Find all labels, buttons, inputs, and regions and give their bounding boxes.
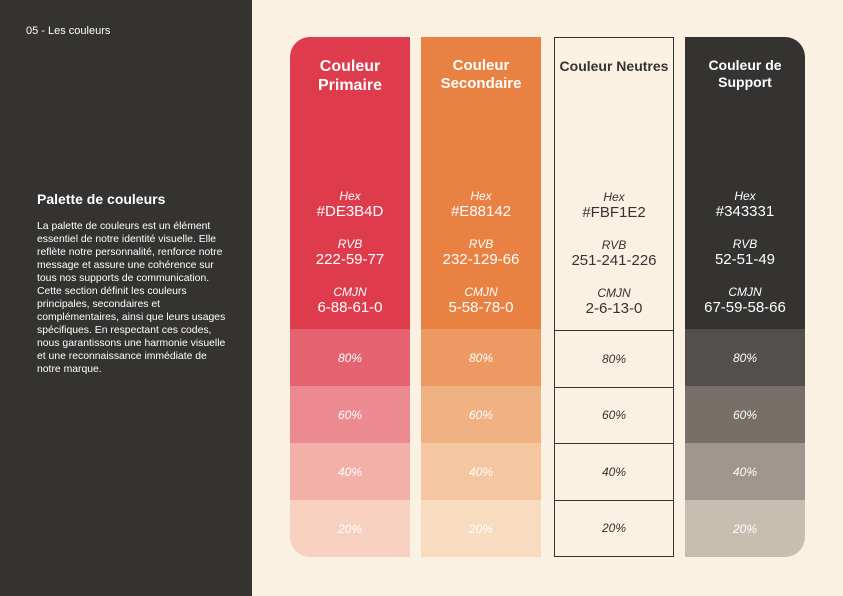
sidebar-panel: 05 - Les couleurs Palette de couleurs La… [0, 0, 252, 596]
hex-label: Hex [734, 189, 756, 203]
cmyk-label: CMJN [464, 285, 498, 299]
cmyk-value: 2-6-13-0 [585, 300, 643, 317]
tint-60: 60% [555, 386, 673, 443]
color-swatch-primary: Couleur Primaire Hex #DE3B4D RVB 222-59-… [290, 37, 410, 329]
cmyk-spec: CMJN 2-6-13-0 [555, 286, 673, 318]
color-title: Couleur Neutres [559, 58, 669, 74]
rgb-value: 251-241-226 [571, 252, 657, 269]
color-swatch-neutral: Couleur Neutres Hex #FBF1E2 RVB 251-241-… [555, 38, 673, 330]
tint-20: 20% [685, 500, 805, 557]
color-title: Couleur de Support [708, 57, 782, 90]
tint-60: 60% [290, 386, 410, 443]
rgb-spec: RVB 251-241-226 [555, 238, 673, 270]
tint-20: 20% [290, 500, 410, 557]
rgb-label: RVB [601, 238, 627, 252]
tint-20: 20% [421, 500, 541, 557]
cmyk-label: CMJN [333, 285, 367, 299]
tint-20: 20% [555, 499, 673, 556]
hex-value: #E88142 [450, 203, 512, 220]
tint-40: 40% [290, 443, 410, 500]
hex-label: Hex [339, 189, 361, 203]
section-label: 05 - Les couleurs [26, 25, 111, 37]
rgb-value: 52-51-49 [714, 251, 776, 268]
cmyk-label: CMJN [728, 285, 762, 299]
rgb-spec: RVB 232-129-66 [421, 237, 541, 269]
tint-60: 60% [685, 386, 805, 443]
hex-spec: Hex #FBF1E2 [555, 190, 673, 222]
color-title: Couleur Primaire [317, 58, 383, 95]
color-title: Couleur Secondaire [440, 57, 522, 92]
color-column-secondary: Couleur Secondaire Hex #E88142 RVB 232-1… [421, 37, 541, 557]
palette-description: La palette de couleurs est un élément es… [37, 221, 226, 375]
rgb-spec: RVB 52-51-49 [685, 237, 805, 269]
hex-spec: Hex #E88142 [421, 189, 541, 221]
tint-80: 80% [685, 329, 805, 386]
tint-40: 40% [685, 443, 805, 500]
tint-40: 40% [421, 443, 541, 500]
hex-spec: Hex #343331 [685, 189, 805, 221]
rgb-value: 232-129-66 [442, 251, 520, 268]
hex-label: Hex [470, 189, 492, 203]
hex-label: Hex [603, 190, 625, 204]
rgb-value: 222-59-77 [315, 251, 385, 268]
cmyk-value: 6-88-61-0 [317, 299, 383, 316]
hex-value: #343331 [715, 203, 775, 220]
hex-value: #FBF1E2 [582, 204, 646, 221]
tint-60: 60% [421, 386, 541, 443]
hex-value: #DE3B4D [316, 203, 384, 220]
tint-40: 40% [555, 443, 673, 500]
rgb-spec: RVB 222-59-77 [290, 237, 410, 269]
cmyk-value: 67-59-58-66 [704, 299, 786, 316]
color-column-support: Couleur de Support Hex #343331 RVB 52-51… [685, 37, 805, 557]
cmyk-label: CMJN [597, 286, 631, 300]
palette-title: Palette de couleurs [37, 191, 166, 207]
cmyk-spec: CMJN 67-59-58-66 [685, 285, 805, 317]
color-column-primary: Couleur Primaire Hex #DE3B4D RVB 222-59-… [290, 37, 410, 557]
cmyk-value: 5-58-78-0 [448, 299, 514, 316]
tint-80: 80% [421, 329, 541, 386]
rgb-label: RVB [337, 237, 363, 251]
hex-spec: Hex #DE3B4D [290, 189, 410, 221]
color-column-neutral: Couleur Neutres Hex #FBF1E2 RVB 251-241-… [554, 37, 674, 557]
color-swatch-support: Couleur de Support Hex #343331 RVB 52-51… [685, 37, 805, 329]
tint-80: 80% [555, 330, 673, 387]
tint-80: 80% [290, 329, 410, 386]
cmyk-spec: CMJN 6-88-61-0 [290, 285, 410, 317]
cmyk-spec: CMJN 5-58-78-0 [421, 285, 541, 317]
color-swatch-secondary: Couleur Secondaire Hex #E88142 RVB 232-1… [421, 37, 541, 329]
rgb-label: RVB [468, 237, 494, 251]
rgb-label: RVB [732, 237, 758, 251]
